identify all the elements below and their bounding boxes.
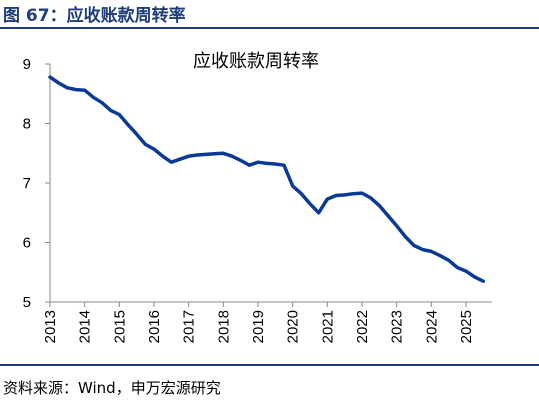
series-layer bbox=[48, 75, 486, 283]
x-tick-label: 2017 bbox=[181, 310, 198, 343]
series-line bbox=[48, 75, 486, 283]
title-divider bbox=[0, 27, 539, 29]
x-tick-label: 2015 bbox=[111, 310, 128, 343]
x-tick-label: 2021 bbox=[319, 310, 336, 343]
y-tick-label: 9 bbox=[23, 56, 31, 73]
x-tick-label: 2013 bbox=[42, 310, 59, 343]
axes bbox=[45, 63, 492, 307]
x-tick-label: 2018 bbox=[215, 310, 232, 343]
source-note: 资料来源：Wind，申万宏源研究 bbox=[3, 379, 221, 397]
footer-divider bbox=[0, 364, 539, 366]
y-tick-label: 5 bbox=[23, 294, 31, 311]
x-tick-label: 2023 bbox=[389, 310, 406, 343]
x-tick-label: 2025 bbox=[458, 310, 475, 343]
line-chart: 应收账款周转率 5 6 7 8 9 2013 2014 2015 2016 2017 2018 201… bbox=[23, 51, 492, 343]
x-tick-label: 2020 bbox=[285, 310, 302, 343]
figure-title: 图 67：应收账款周转率 bbox=[3, 6, 186, 26]
x-tick-label: 2016 bbox=[146, 310, 163, 343]
x-tick-label: 2022 bbox=[354, 310, 371, 343]
x-tick-label: 2019 bbox=[250, 310, 267, 343]
tick-labels: 5 6 7 8 9 2013 2014 2015 2016 2017 2018 2019 2020 202… bbox=[23, 56, 475, 343]
y-tick-label: 7 bbox=[23, 175, 31, 192]
x-tick-label: 2014 bbox=[77, 310, 94, 343]
y-tick-label: 6 bbox=[23, 235, 31, 252]
y-tick-label: 8 bbox=[23, 116, 31, 133]
x-tick-label: 2024 bbox=[423, 310, 440, 343]
chart-title: 应收账款周转率 bbox=[193, 51, 319, 72]
